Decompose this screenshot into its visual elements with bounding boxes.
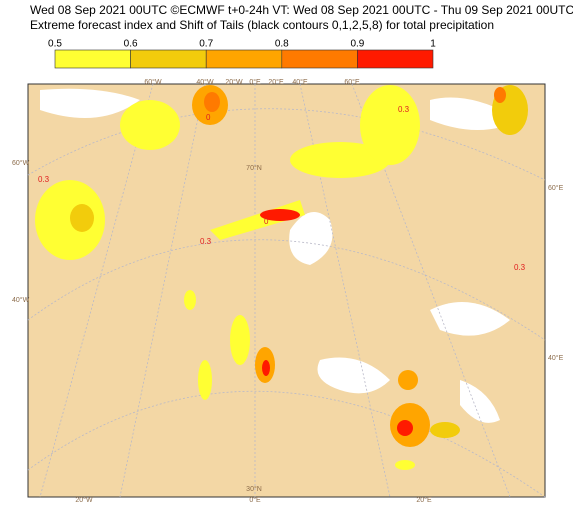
colorbar-tick-label: 0.8 [275, 39, 289, 50]
header-line2: Extreme forecast index and Shift of Tail… [30, 18, 494, 32]
map-area [27, 83, 546, 498]
colorbar-bin [205, 49, 283, 69]
graticule-label: 40°W [196, 78, 214, 86]
graticule-label: 40°E [292, 78, 308, 86]
graticule-label: 40°E [548, 354, 564, 362]
map-frame [27, 83, 546, 498]
graticule-label: 20°E [268, 78, 284, 86]
graticule-label: 20°W [75, 496, 93, 504]
colorbar-tick-label: 0.5 [48, 39, 62, 50]
contour-label: 0.3 [514, 263, 526, 272]
graticule-label: 0°E [249, 496, 261, 504]
contour-label: 0.3 [200, 237, 212, 246]
labels: 60°W 40°W 20°W 0°E 20°E 40°E 60°E 60°W 40°W 60°E 4… [12, 78, 564, 504]
graticule-label: 70°N [246, 164, 262, 172]
colorbar-bin [281, 49, 358, 69]
graticule-label: 60°E [344, 78, 360, 86]
graticule-label: 30°N [246, 485, 262, 493]
efi-areas [35, 85, 528, 470]
graticule-label: 20°E [416, 496, 432, 504]
contour-label: 0.3 [38, 175, 50, 184]
water [40, 88, 520, 423]
header-line1: Wed 08 Sep 2021 00UTC ©ECMWF t+0-24h VT:… [30, 3, 573, 17]
graticule-label: 0°E [249, 78, 261, 86]
colorbar-tick-label: 0.7 [199, 39, 213, 50]
graticule-label: 40°W [12, 296, 30, 304]
graticule-label: 60°E [548, 184, 564, 192]
colorbar-tick-label: 0.6 [124, 39, 138, 50]
contour-label: 0.3 [398, 105, 410, 114]
colorbar-bin [54, 49, 131, 69]
colorbar-bin [130, 49, 207, 69]
colorbar-tick-label: 1 [430, 39, 436, 50]
graticule-label: 20°W [225, 78, 243, 86]
colorbar: 0.5 0.6 0.7 0.8 0.9 1 [48, 39, 436, 69]
colorbar-bin [357, 49, 434, 69]
graticule-label: 60°W [12, 159, 30, 167]
colorbar-tick-label: 0.9 [350, 39, 364, 50]
contour-label: 0 [206, 113, 211, 122]
graticule-label: 60°W [144, 78, 162, 86]
contour-label: 0 [264, 217, 269, 226]
